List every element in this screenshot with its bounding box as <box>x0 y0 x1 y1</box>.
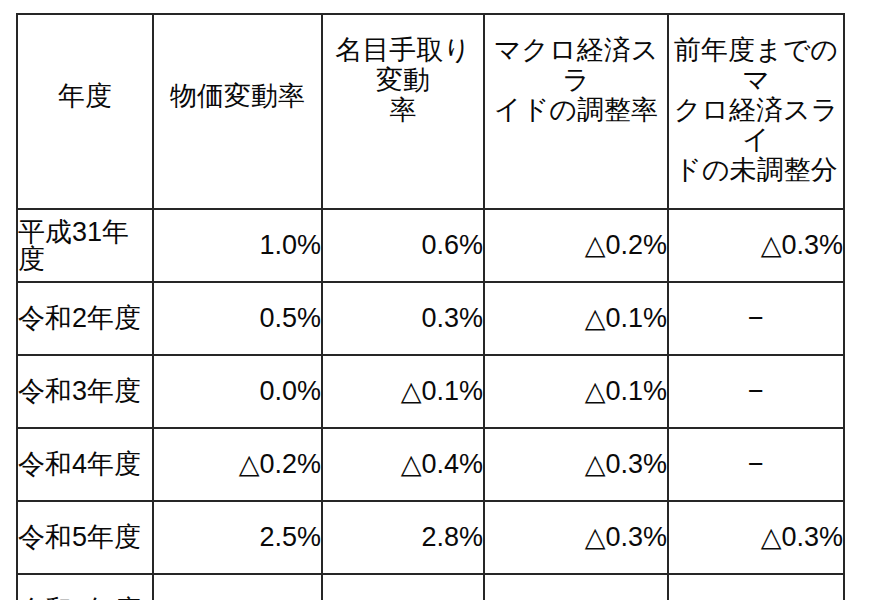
fiscal-year-cell: 令和3年度 <box>17 355 153 428</box>
nominal-takehome-cell: 3.1% <box>322 574 484 600</box>
macro-slide-adjust-cell: △0.3% <box>484 501 668 574</box>
header-cell-macro-slide-adjust: マクロ経済スラ イドの調整率 <box>484 14 668 209</box>
table-row: 令和5年度 2.5% 2.8% △0.3% △0.3% <box>17 501 844 574</box>
price-change-cell: 3.2% <box>153 574 322 600</box>
table-header: 年度 物価変動率 名目手取り変動 率 マクロ経済スラ イドの調整率 前年度までの… <box>17 14 844 209</box>
table-row: 平成31年度 1.0% 0.6% △0.2% △0.3% <box>17 209 844 282</box>
carryover-cell: △0.3% <box>668 501 844 574</box>
table-row: 令和6年度 3.2% 3.1% △0.4% − <box>17 574 844 600</box>
macro-slide-adjust-cell: △0.1% <box>484 282 668 355</box>
header-cell-price-change: 物価変動率 <box>153 14 322 209</box>
pension-rate-table-container: 年度 物価変動率 名目手取り変動 率 マクロ経済スラ イドの調整率 前年度までの… <box>16 13 845 600</box>
table-body: 平成31年度 1.0% 0.6% △0.2% △0.3% 令和2年度 0.5% … <box>17 209 844 600</box>
price-change-cell: 2.5% <box>153 501 322 574</box>
price-change-cell: 0.0% <box>153 355 322 428</box>
fiscal-year-cell: 令和4年度 <box>17 428 153 501</box>
table-row: 令和4年度 △0.2% △0.4% △0.3% − <box>17 428 844 501</box>
nominal-takehome-cell: 0.3% <box>322 282 484 355</box>
fiscal-year-cell: 令和6年度 <box>17 574 153 600</box>
table-row: 令和2年度 0.5% 0.3% △0.1% − <box>17 282 844 355</box>
fiscal-year-cell: 令和5年度 <box>17 501 153 574</box>
header-row: 年度 物価変動率 名目手取り変動 率 マクロ経済スラ イドの調整率 前年度までの… <box>17 14 844 209</box>
macro-slide-adjust-cell: △0.1% <box>484 355 668 428</box>
fiscal-year-cell: 平成31年度 <box>17 209 153 282</box>
price-change-cell: 0.5% <box>153 282 322 355</box>
header-cell-nominal-takehome: 名目手取り変動 率 <box>322 14 484 209</box>
pension-rate-table: 年度 物価変動率 名目手取り変動 率 マクロ経済スラ イドの調整率 前年度までの… <box>16 13 845 600</box>
header-cell-carryover-unadjusted: 前年度までのマ クロ経済スライ ドの未調整分 <box>668 14 844 209</box>
carryover-cell: − <box>668 574 844 600</box>
price-change-cell: △0.2% <box>153 428 322 501</box>
header-cell-fiscal-year: 年度 <box>17 14 153 209</box>
macro-slide-adjust-cell: △0.4% <box>484 574 668 600</box>
table-row: 令和3年度 0.0% △0.1% △0.1% − <box>17 355 844 428</box>
carryover-cell: − <box>668 428 844 501</box>
macro-slide-adjust-cell: △0.2% <box>484 209 668 282</box>
nominal-takehome-cell: 2.8% <box>322 501 484 574</box>
macro-slide-adjust-cell: △0.3% <box>484 428 668 501</box>
price-change-cell: 1.0% <box>153 209 322 282</box>
carryover-cell: − <box>668 282 844 355</box>
carryover-cell: − <box>668 355 844 428</box>
nominal-takehome-cell: △0.4% <box>322 428 484 501</box>
carryover-cell: △0.3% <box>668 209 844 282</box>
nominal-takehome-cell: △0.1% <box>322 355 484 428</box>
fiscal-year-cell: 令和2年度 <box>17 282 153 355</box>
nominal-takehome-cell: 0.6% <box>322 209 484 282</box>
